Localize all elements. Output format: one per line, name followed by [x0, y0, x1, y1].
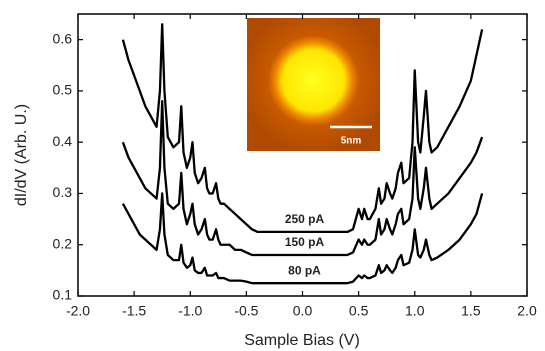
- x-tick-label: -2.0: [66, 303, 90, 319]
- y-tick-label: 0.4: [53, 133, 73, 149]
- page: 5nm Sample Bias (V) dI/dV (Arb. U.) -2.0…: [0, 0, 545, 351]
- x-axis-label: Sample Bias (V): [244, 332, 360, 349]
- series-label: 250 pA: [285, 212, 325, 226]
- scale-label: 5nm: [341, 136, 362, 147]
- series-label: 80 pA: [288, 263, 321, 277]
- series-label: 150 pA: [285, 235, 325, 249]
- y-tick-label: 0.2: [53, 235, 73, 251]
- x-tick-label: -0.5: [234, 303, 258, 319]
- y-tick-label: 0.5: [53, 82, 73, 98]
- y-tick-label: 0.1: [53, 287, 73, 303]
- x-tick-label: 2.0: [517, 303, 537, 319]
- x-tick-label: -1.0: [178, 303, 202, 319]
- x-tick-label: 1.5: [461, 303, 481, 319]
- y-axis-label: dI/dV (Arb. U.): [13, 104, 30, 206]
- x-tick-label: 0.5: [349, 303, 369, 319]
- x-tick-label: 0.0: [293, 303, 313, 319]
- x-tick-label: -1.5: [122, 303, 146, 319]
- chart: 5nm Sample Bias (V) dI/dV (Arb. U.) -2.0…: [0, 0, 545, 351]
- y-tick-label: 0.3: [53, 184, 73, 200]
- y-tick-label: 0.6: [53, 30, 73, 46]
- x-tick-label: 1.0: [405, 303, 425, 319]
- inset-image: [247, 18, 380, 151]
